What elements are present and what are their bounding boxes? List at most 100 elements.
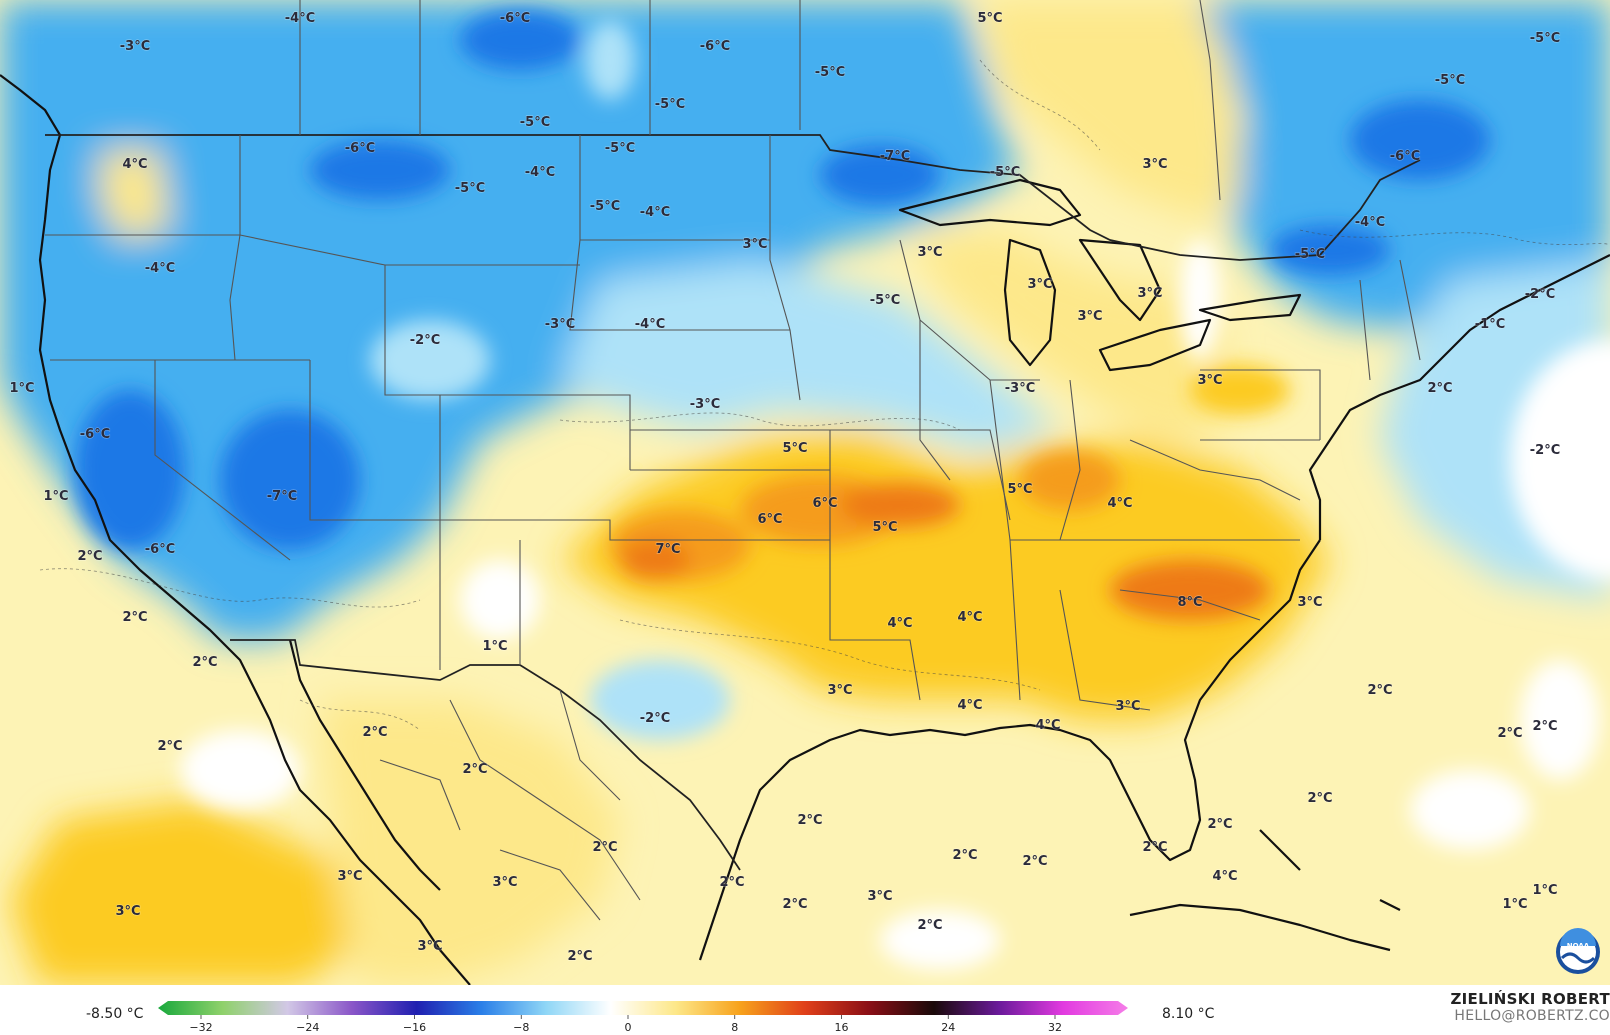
temperature-label: -5°C — [1295, 247, 1325, 262]
temperature-label: 2°C — [1307, 791, 1332, 806]
temperature-label: 2°C — [192, 655, 217, 670]
temperature-label: 1°C — [1532, 883, 1557, 898]
temperature-label: 2°C — [719, 875, 744, 890]
temperature-label: 3°C — [1197, 373, 1222, 388]
author-name: ZIELIŃSKI ROBERT — [1450, 990, 1610, 1008]
colorbar: −32 −24 −16 −8 0 8 16 24 32 — [158, 1001, 1128, 1034]
temperature-label: 2°C — [1367, 683, 1392, 698]
temperature-label: -5°C — [1530, 31, 1560, 46]
temperature-label: 2°C — [122, 610, 147, 625]
temperature-label: -1°C — [1475, 317, 1505, 332]
temperature-label: 4°C — [887, 616, 912, 631]
temperature-label: 2°C — [77, 549, 102, 564]
temperature-label: 4°C — [1107, 496, 1132, 511]
temperature-label: -2°C — [1530, 443, 1560, 458]
temperature-label: 3°C — [115, 904, 140, 919]
temperature-label: 6°C — [812, 496, 837, 511]
temperature-label: -6°C — [1390, 149, 1420, 164]
temperature-label: 3°C — [1297, 595, 1322, 610]
temperature-label: 5°C — [977, 11, 1002, 26]
temperature-label: 3°C — [1137, 286, 1162, 301]
temperature-label: -5°C — [1435, 73, 1465, 88]
colorbar-tick-label: −8 — [513, 1021, 529, 1034]
temperature-label: 2°C — [1207, 817, 1232, 832]
temperature-label: 5°C — [782, 441, 807, 456]
colorbar-ramp — [158, 1001, 1128, 1015]
political-borders — [45, 0, 1421, 921]
temperature-label: -5°C — [655, 97, 685, 112]
temperature-label: 3°C — [417, 939, 442, 954]
coastlines — [0, 74, 1610, 985]
temperature-label: 2°C — [567, 949, 592, 964]
temperature-label: 2°C — [462, 762, 487, 777]
temperature-label: -5°C — [605, 141, 635, 156]
temperature-label: 2°C — [1427, 381, 1452, 396]
temperature-labels: -4°C -6°C 5°C -5°C -3°C -6°C -5°C -5°C -5°C -5°C 4… — [9, 10, 1561, 964]
temperature-label: 5°C — [872, 520, 897, 535]
temperature-label: 2°C — [157, 739, 182, 754]
temperature-label: -4°C — [1355, 215, 1385, 230]
temperature-label: 3°C — [492, 875, 517, 890]
temperature-label: 4°C — [122, 157, 147, 172]
temperature-label: -5°C — [870, 293, 900, 308]
colorbar-tick-label: 0 — [625, 1021, 632, 1034]
map-canvas: -4°C -6°C 5°C -5°C -3°C -6°C -5°C -5°C -5°C -5°C 4… — [0, 0, 1610, 985]
temperature-label: 1°C — [9, 381, 34, 396]
temperature-label: 2°C — [362, 725, 387, 740]
temperature-label: -3°C — [690, 397, 720, 412]
colorbar-tick-label: 24 — [941, 1021, 955, 1034]
temperature-label: -2°C — [1525, 287, 1555, 302]
temperature-label: -4°C — [635, 317, 665, 332]
temperature-label: 3°C — [1077, 309, 1102, 324]
temperature-label: -2°C — [410, 333, 440, 348]
temperature-label: 2°C — [1142, 840, 1167, 855]
temperature-label: 8°C — [1177, 595, 1202, 610]
temperature-label: 7°C — [655, 542, 680, 557]
temperature-label: 4°C — [957, 610, 982, 625]
contour-lines — [39, 59, 1610, 731]
temperature-label: -6°C — [700, 39, 730, 54]
max-value-label: 8.10 °C — [1162, 1006, 1215, 1022]
colorbar-tick-label: −16 — [403, 1021, 426, 1034]
temperature-label: 2°C — [1497, 726, 1522, 741]
temperature-label: -2°C — [640, 711, 670, 726]
temperature-label: 2°C — [592, 840, 617, 855]
temperature-label: -5°C — [590, 199, 620, 214]
temperature-label: -7°C — [880, 149, 910, 164]
temperature-label: -4°C — [640, 205, 670, 220]
temperature-label: -4°C — [145, 261, 175, 276]
temperature-label: -4°C — [525, 165, 555, 180]
colorbar-tick-label: −32 — [189, 1021, 212, 1034]
temperature-label: -5°C — [990, 165, 1020, 180]
credits: ZIELIŃSKI ROBERT HELLO@ROBERTZ.CO — [1450, 990, 1610, 1025]
temperature-label: 2°C — [952, 848, 977, 863]
temperature-label: 3°C — [337, 869, 362, 884]
temperature-label: 3°C — [917, 245, 942, 260]
temperature-label: 3°C — [1027, 277, 1052, 292]
temperature-label: -6°C — [500, 11, 530, 26]
temperature-label: 3°C — [867, 889, 892, 904]
temperature-label: 1°C — [482, 639, 507, 654]
temperature-label: 3°C — [827, 683, 852, 698]
temperature-label: -3°C — [120, 39, 150, 54]
colorbar-tick-label: 16 — [835, 1021, 849, 1034]
temperature-label: -6°C — [345, 141, 375, 156]
temperature-label: 4°C — [957, 698, 982, 713]
author-email: HELLO@ROBERTZ.CO — [1454, 1008, 1610, 1024]
temperature-label: 2°C — [1022, 854, 1047, 869]
temperature-label: 5°C — [1007, 482, 1032, 497]
temperature-label: -3°C — [545, 317, 575, 332]
temperature-label: 3°C — [1142, 157, 1167, 172]
temperature-label: -6°C — [145, 542, 175, 557]
temperature-label: 4°C — [1035, 718, 1060, 733]
svg-text:NOAA: NOAA — [1567, 942, 1590, 950]
colorbar-tick-label: 8 — [731, 1021, 738, 1034]
colorbar-ticks: −32 −24 −16 −8 0 8 16 24 32 — [189, 1015, 1062, 1034]
temperature-label: 4°C — [1212, 869, 1237, 884]
temperature-label: 2°C — [797, 813, 822, 828]
temperature-label: 6°C — [757, 512, 782, 527]
temperature-label: 1°C — [1502, 897, 1527, 912]
temperature-label: -4°C — [285, 11, 315, 26]
temperature-label: -7°C — [267, 489, 297, 504]
temperature-label: -5°C — [815, 65, 845, 80]
